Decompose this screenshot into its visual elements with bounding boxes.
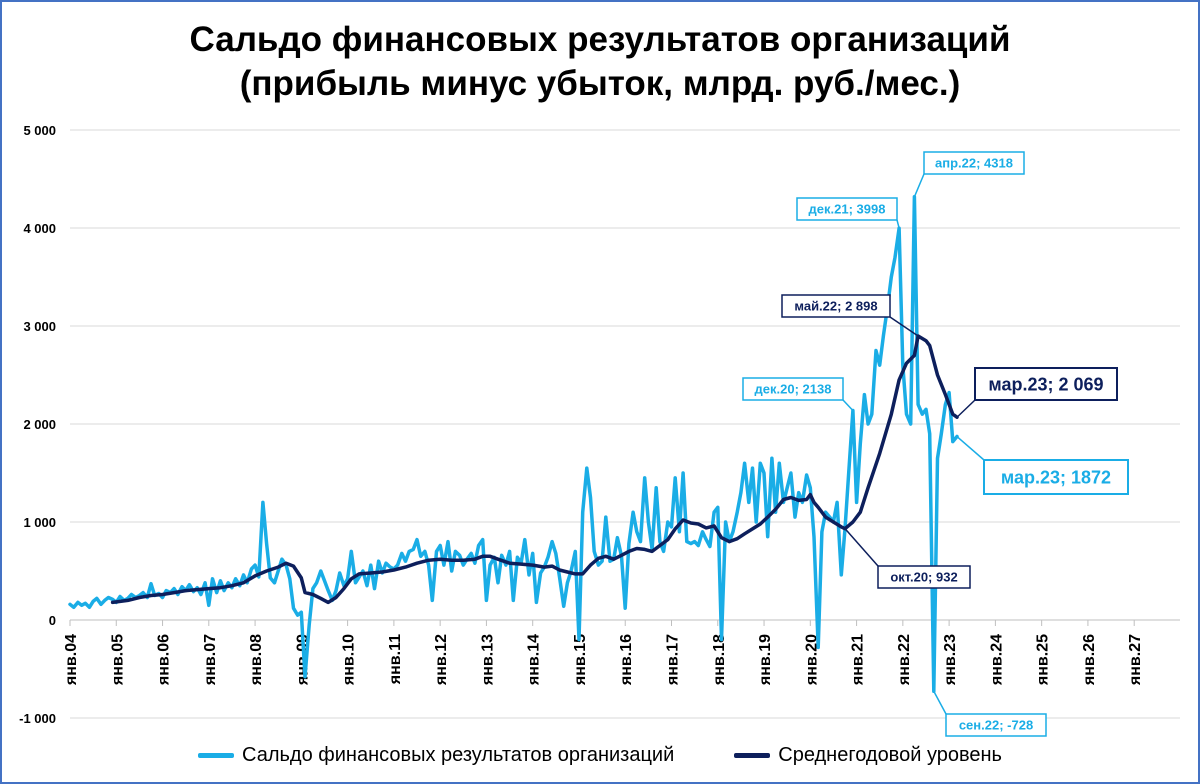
- legend-swatch-average: [734, 752, 771, 758]
- annotation-box: [877, 565, 971, 589]
- x-tick-label: янв.27: [1127, 634, 1144, 686]
- annotation-leader: [956, 399, 976, 418]
- x-axis-ticks: янв.04 янв.05 янв.06 янв.07 янв.08 янв.09 янв.…: [63, 620, 1144, 686]
- x-tick-label: янв.15: [572, 634, 589, 686]
- series-lines: [68, 195, 959, 694]
- x-tick-label: янв.13: [479, 634, 496, 686]
- annotation-label: сен.22; -728: [959, 718, 1033, 733]
- annotation-label: дек.21; 3998: [809, 202, 886, 217]
- annotation-label: мар.23; 1872: [1001, 467, 1111, 487]
- y-axis-ticks: -1 000 0 1 000 2 000 3 000 4 000 5 000: [19, 123, 56, 726]
- annotation-leader: [933, 690, 947, 715]
- x-tick-label: янв.24: [988, 634, 1005, 686]
- annotation-label: апр.22; 4318: [935, 156, 1013, 171]
- annotation-box: [983, 459, 1129, 495]
- x-tick-label: янв.21: [850, 634, 867, 686]
- legend-label-monthly: Сальдо финансовых результатов организаци…: [242, 743, 675, 766]
- annotation-box: [742, 377, 844, 401]
- annotation-leader: [842, 399, 854, 411]
- annotation-box: [781, 294, 891, 318]
- annotation-label: дек.20; 2138: [755, 382, 832, 397]
- y-tick-label: 0: [49, 613, 56, 628]
- annotation-leader: [896, 219, 900, 229]
- y-tick-label: -1 000: [19, 711, 56, 726]
- x-tick-label: янв.06: [156, 634, 173, 686]
- annotation-label: мар.23; 2 069: [988, 374, 1103, 394]
- y-tick-label: 1 000: [23, 515, 56, 530]
- x-tick-label: янв.20: [803, 634, 820, 686]
- title-line-2: (прибыль минус убыток, млрд. руб./мес.): [239, 64, 961, 103]
- x-tick-label: янв.17: [665, 634, 682, 686]
- annotations: дек.21; 3998 апр.22; 4318 май.22; 2 898 дек…: [742, 151, 1129, 737]
- x-tick-label: янв.23: [942, 634, 959, 686]
- x-tick-label: янв.08: [248, 634, 265, 686]
- annotation-leader: [889, 316, 919, 337]
- x-tick-label: янв.05: [109, 634, 126, 686]
- chart-title: Сальдо финансовых результатов организаци…: [0, 18, 1200, 106]
- series-line-average: [110, 334, 959, 605]
- legend-item-monthly[interactable]: Сальдо финансовых результатов организаци…: [198, 744, 674, 767]
- x-tick-label: янв.22: [896, 634, 913, 686]
- series-line-monthly: [68, 195, 959, 694]
- x-tick-label: янв.12: [433, 634, 450, 686]
- x-tick-label: янв.11: [387, 634, 404, 685]
- annotation-leader: [844, 528, 879, 567]
- y-tick-label: 4 000: [23, 221, 56, 236]
- x-tick-label: янв.25: [1035, 634, 1052, 686]
- y-tick-label: 3 000: [23, 319, 56, 334]
- legend-item-average[interactable]: Среднегодовой уровень: [734, 744, 1002, 767]
- x-tick-label: янв.26: [1081, 634, 1098, 686]
- legend-swatch-monthly: [198, 752, 235, 758]
- annotation-leader: [913, 173, 925, 198]
- x-tick-label: янв.07: [202, 634, 219, 686]
- y-tick-label: 5 000: [23, 123, 56, 138]
- x-tick-label: янв.10: [341, 634, 358, 686]
- x-tick-label: янв.18: [711, 634, 728, 686]
- x-tick-label: янв.14: [526, 634, 543, 686]
- annotation-box: [974, 367, 1118, 401]
- annotation-leader: [956, 435, 985, 461]
- legend: Сальдо финансовых результатов организаци…: [0, 740, 1200, 770]
- annotation-box: [796, 197, 898, 221]
- grid-lines: [70, 129, 1180, 719]
- annotation-box: [945, 713, 1047, 737]
- x-tick-label: янв.19: [757, 634, 774, 686]
- x-tick-label: янв.16: [618, 634, 635, 686]
- y-tick-label: 2 000: [23, 417, 56, 432]
- annotation-label: окт.20; 932: [890, 570, 957, 585]
- annotation-label: май.22; 2 898: [794, 299, 877, 314]
- title-line-1: Сальдо финансовых результатов организаци…: [189, 20, 1011, 59]
- x-tick-label: янв.04: [63, 634, 80, 686]
- legend-label-average: Среднегодовой уровень: [778, 743, 1002, 766]
- annotation-box: [923, 151, 1025, 175]
